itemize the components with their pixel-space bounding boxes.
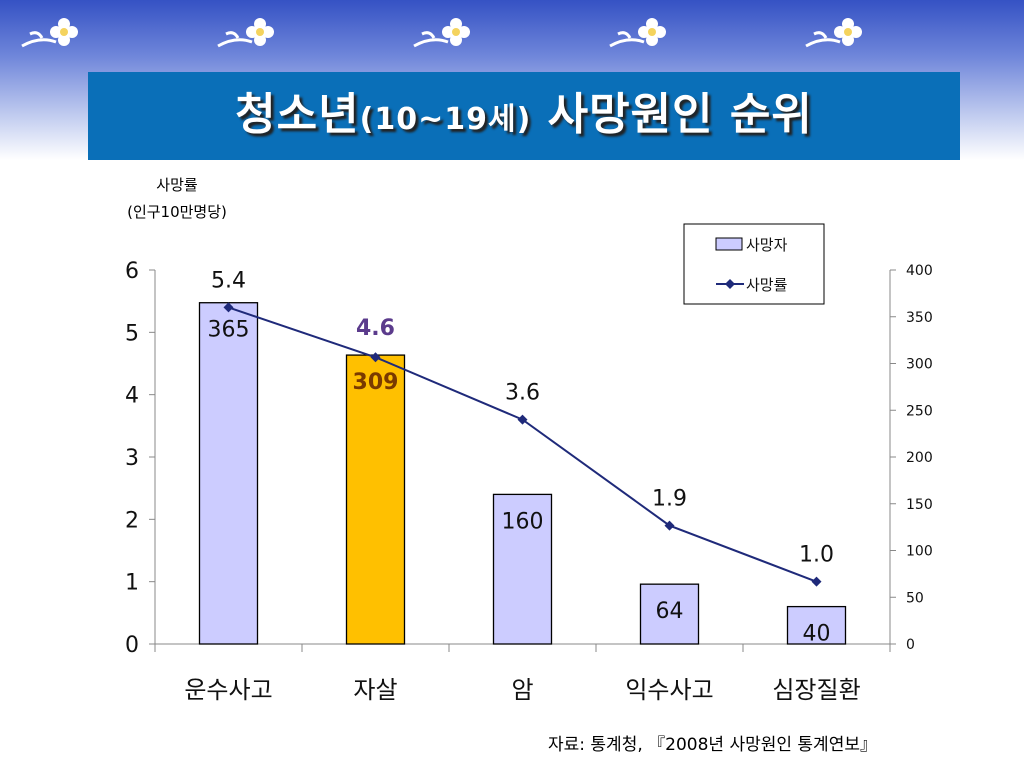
flower-decoration-icon bbox=[609, 18, 666, 48]
right-axis-tick-label: 200 bbox=[906, 450, 933, 466]
right-axis-tick-label: 100 bbox=[906, 544, 933, 560]
right-axis-tick-label: 400 bbox=[906, 263, 933, 279]
data-labels: 365 309 160 64 40 5.4 4.6 3.6 1.9 1.0 bbox=[208, 268, 835, 646]
legend-swatch-bar bbox=[715, 237, 743, 251]
left-axis-tick-label: 4 bbox=[125, 384, 139, 409]
title-age-range: (10~19세) bbox=[359, 102, 532, 137]
bar-value-label: 365 bbox=[208, 318, 250, 343]
bar bbox=[345, 354, 406, 645]
line-point bbox=[664, 520, 675, 531]
line-value-label: 4.6 bbox=[356, 316, 395, 341]
line-point bbox=[811, 576, 822, 587]
page-title: 청소년(10~19세) 사망원인 순위 bbox=[88, 78, 960, 142]
title-rest: 사망원인 순위 bbox=[547, 89, 813, 140]
line-series bbox=[223, 302, 822, 587]
left-axis-title-line2: (인구10만명당) bbox=[127, 203, 227, 221]
left-axis-tick-label: 2 bbox=[125, 508, 139, 533]
right-axis-tick-label: 0 bbox=[906, 637, 915, 653]
legend-box bbox=[683, 223, 825, 305]
line-value-label: 5.4 bbox=[211, 268, 246, 293]
legend-marker bbox=[725, 279, 735, 289]
right-axis-tick-label: 250 bbox=[906, 403, 933, 419]
category-label: 익수사고 bbox=[625, 676, 713, 704]
left-axis-tick-label: 3 bbox=[125, 446, 139, 471]
bar bbox=[198, 302, 259, 645]
left-axis-tick-label: 5 bbox=[125, 321, 139, 346]
bar bbox=[492, 493, 553, 645]
flower-decoration-icon bbox=[21, 18, 78, 48]
source-note: 자료: 통계청, 『2008년 사망원인 통계연보』 bbox=[548, 735, 877, 755]
legend-label-line: 사망률 bbox=[746, 276, 788, 294]
bar bbox=[639, 583, 700, 645]
line-value-label: 1.9 bbox=[652, 487, 687, 512]
bar-value-label: 64 bbox=[656, 599, 684, 624]
flower-decoration-icon bbox=[413, 18, 470, 48]
chart-axes: 0 1 2 3 4 5 6 0 50 100 150 200 250 300 350 400 운수사고 자살 암 익수… bbox=[125, 259, 933, 704]
left-axis-tick-label: 1 bbox=[125, 571, 139, 596]
bar bbox=[786, 605, 847, 645]
flower-decoration-icon bbox=[217, 18, 274, 48]
category-label: 암 bbox=[511, 676, 533, 704]
bar-value-label: 160 bbox=[502, 509, 544, 534]
title-main: 청소년 bbox=[235, 89, 360, 140]
right-axis-tick-label: 150 bbox=[906, 497, 933, 513]
flower-decoration-icon bbox=[805, 18, 862, 48]
line-value-label: 3.6 bbox=[505, 381, 540, 406]
category-label: 심장질환 bbox=[772, 676, 860, 704]
right-axis-tick-label: 50 bbox=[906, 590, 924, 606]
bar-series bbox=[198, 302, 847, 645]
title-band: 청소년(10~19세) 사망원인 순위 bbox=[88, 72, 960, 160]
left-axis-tick-label: 0 bbox=[125, 633, 139, 658]
right-axis-tick-label: 300 bbox=[906, 357, 933, 373]
category-label: 자살 bbox=[353, 676, 397, 704]
category-label: 운수사고 bbox=[184, 676, 272, 704]
legend-label-bar: 사망자 bbox=[746, 236, 788, 254]
bar-value-label: 40 bbox=[803, 622, 831, 647]
right-axis-tick-label: 350 bbox=[906, 310, 933, 326]
line-point bbox=[370, 352, 381, 363]
line-point bbox=[223, 302, 234, 313]
line-value-label: 1.0 bbox=[799, 543, 834, 568]
left-axis-title-line1: 사망률 bbox=[156, 176, 198, 194]
line-point bbox=[517, 414, 528, 425]
bar-value-label: 309 bbox=[353, 370, 399, 395]
left-axis-tick-label: 6 bbox=[125, 259, 139, 284]
